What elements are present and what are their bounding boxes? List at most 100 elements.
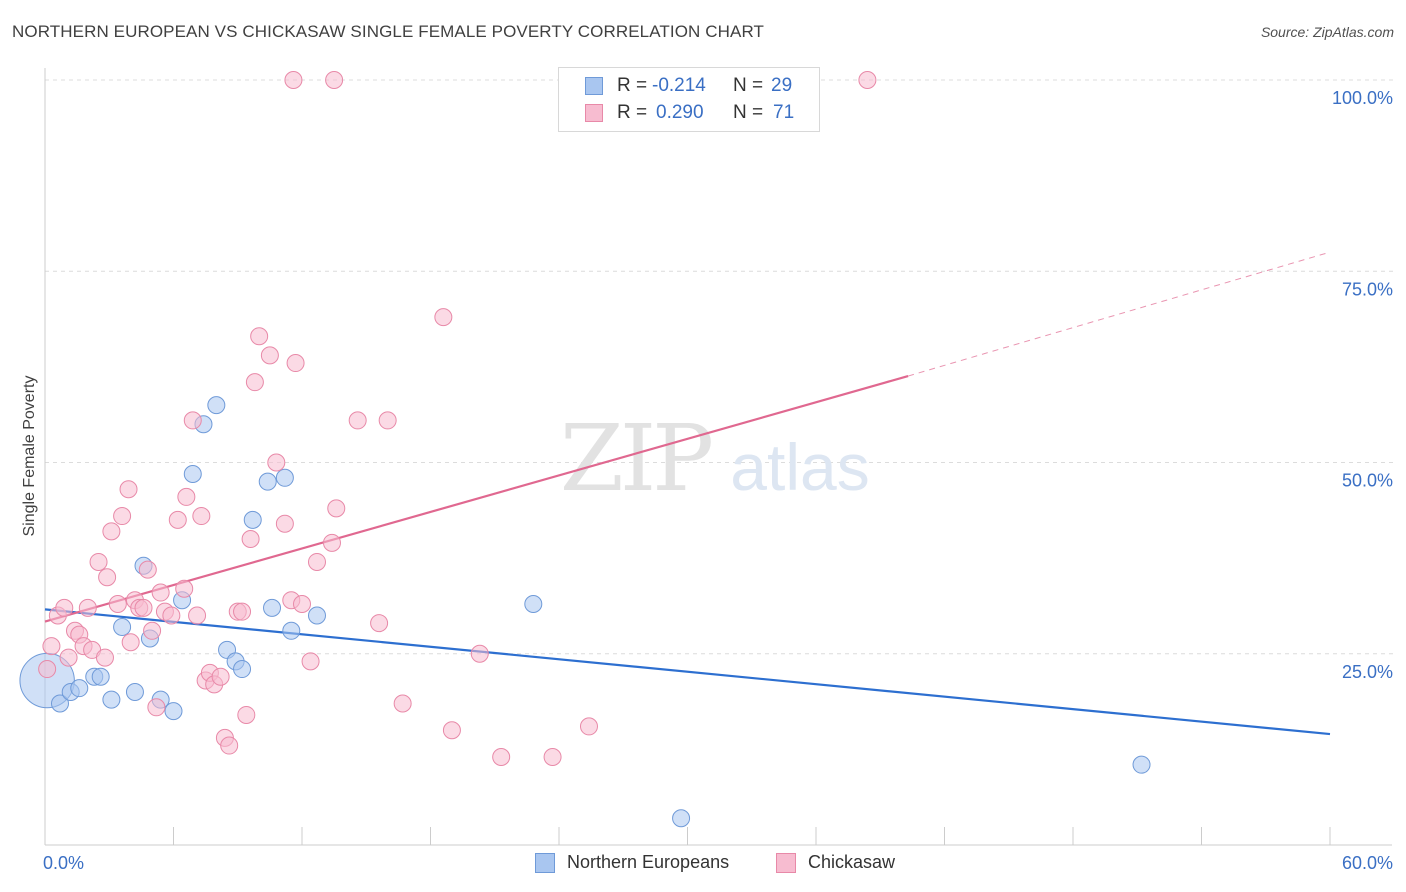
series-legend-label-northern-europeans: Northern Europeans: [567, 852, 730, 872]
point-northern-europeans: [1132, 755, 1151, 774]
x-tick-label-max: 60.0%: [1342, 853, 1393, 873]
watermark-atlas: atlas: [730, 430, 869, 504]
point-chickasaw: [237, 705, 256, 724]
point-chickasaw: [250, 327, 269, 346]
point-chickasaw: [138, 560, 157, 579]
point-chickasaw: [858, 71, 877, 89]
point-chickasaw: [322, 533, 341, 552]
source-label: Source: ZipAtlas.com: [1260, 24, 1394, 40]
point-chickasaw: [370, 614, 389, 633]
point-chickasaw: [275, 514, 294, 533]
point-chickasaw: [78, 598, 97, 617]
point-northern-europeans: [672, 809, 691, 828]
point-northern-europeans: [243, 510, 262, 529]
point-chickasaw: [211, 667, 230, 686]
point-chickasaw: [59, 648, 78, 667]
trendline-chickasaw-extrapolated: [907, 251, 1331, 377]
point-chickasaw: [108, 595, 127, 614]
legend-n-value: 71: [773, 102, 795, 123]
y-tick-label: 75.0%: [1342, 279, 1393, 299]
chart-title: NORTHERN EUROPEAN VS CHICKASAW SINGLE FE…: [12, 22, 764, 41]
point-northern-europeans: [91, 667, 110, 686]
point-chickasaw: [38, 660, 57, 679]
legend-r-value: -0.214: [652, 75, 706, 96]
legend-n-label: N =: [733, 75, 764, 96]
point-chickasaw: [579, 717, 598, 736]
point-chickasaw: [327, 499, 346, 518]
point-chickasaw: [393, 694, 412, 713]
series-legend: Northern Europeans Chickasaw: [535, 851, 935, 875]
point-chickasaw: [102, 522, 121, 541]
y-tick-label: 25.0%: [1342, 662, 1393, 682]
y-tick-label: 100.0%: [1332, 88, 1393, 108]
point-northern-europeans: [524, 595, 543, 614]
point-chickasaw: [121, 633, 140, 652]
x-tick-label-min: 0.0%: [43, 853, 84, 873]
point-northern-europeans: [50, 694, 69, 713]
series-legend-swatch-northern-europeans: [535, 853, 555, 873]
watermark-zip: ZIP: [560, 405, 711, 512]
point-northern-europeans: [282, 621, 301, 640]
point-northern-europeans: [207, 396, 226, 415]
point-northern-europeans: [263, 598, 282, 617]
trendline-northern-europeans: [44, 608, 1331, 736]
point-chickasaw: [192, 507, 211, 526]
point-chickasaw: [470, 644, 489, 663]
point-chickasaw: [241, 530, 260, 548]
point-chickasaw: [233, 602, 252, 621]
legend-r-label: R =: [617, 75, 648, 96]
point-northern-europeans: [70, 679, 89, 698]
point-chickasaw: [134, 598, 153, 617]
point-chickasaw: [95, 648, 114, 667]
point-chickasaw: [293, 595, 311, 614]
point-northern-europeans: [275, 468, 294, 487]
point-chickasaw: [175, 579, 194, 598]
point-chickasaw: [348, 411, 367, 430]
axes: [44, 68, 1392, 846]
tick-labels: 100.0% 75.0% 50.0% 25.0% 0.0% 60.0%: [43, 88, 1393, 873]
point-chickasaw: [183, 411, 202, 430]
point-chickasaw: [284, 71, 303, 89]
point-chickasaw: [89, 552, 108, 571]
point-chickasaw: [151, 583, 170, 602]
series-legend-label-chickasaw: Chickasaw: [808, 852, 896, 872]
stats-legend: R = -0.214 N = 29 R = 0.290 N = 71: [558, 67, 820, 132]
point-chickasaw: [267, 453, 286, 472]
point-chickasaw: [301, 652, 320, 671]
point-northern-europeans: [102, 690, 121, 709]
y-tick-label: 50.0%: [1342, 471, 1393, 491]
point-northern-europeans: [307, 606, 326, 625]
point-chickasaw: [378, 411, 397, 430]
point-chickasaw: [434, 308, 453, 327]
legend-r-label: R =: [617, 102, 648, 123]
point-chickasaw: [260, 346, 279, 365]
point-chickasaw: [188, 606, 207, 625]
point-chickasaw: [143, 621, 162, 640]
series-legend-swatch-chickasaw: [776, 853, 796, 873]
trend-lines: [44, 251, 1331, 736]
legend-n-label: N =: [733, 102, 764, 123]
point-chickasaw: [492, 748, 511, 767]
watermark: ZIP atlas: [560, 405, 870, 512]
point-chickasaw: [162, 606, 181, 625]
legend-swatch-northern-europeans: [585, 77, 603, 95]
point-chickasaw: [168, 510, 187, 529]
point-northern-europeans: [113, 617, 132, 636]
point-chickasaw: [42, 637, 61, 656]
point-chickasaw: [119, 480, 138, 499]
data-points: [19, 71, 1151, 828]
point-chickasaw: [147, 698, 166, 717]
point-chickasaw: [220, 736, 239, 755]
point-chickasaw: [543, 748, 562, 767]
point-chickasaw: [113, 507, 132, 526]
point-northern-europeans: [183, 464, 202, 483]
legend-n-value: 29: [771, 75, 793, 96]
point-chickasaw: [286, 354, 305, 373]
point-chickasaw: [442, 721, 461, 740]
point-chickasaw: [55, 598, 74, 617]
gridlines: [45, 79, 1395, 655]
legend-r-value: 0.290: [656, 102, 704, 123]
point-chickasaw: [325, 71, 344, 89]
point-chickasaw: [98, 568, 117, 587]
